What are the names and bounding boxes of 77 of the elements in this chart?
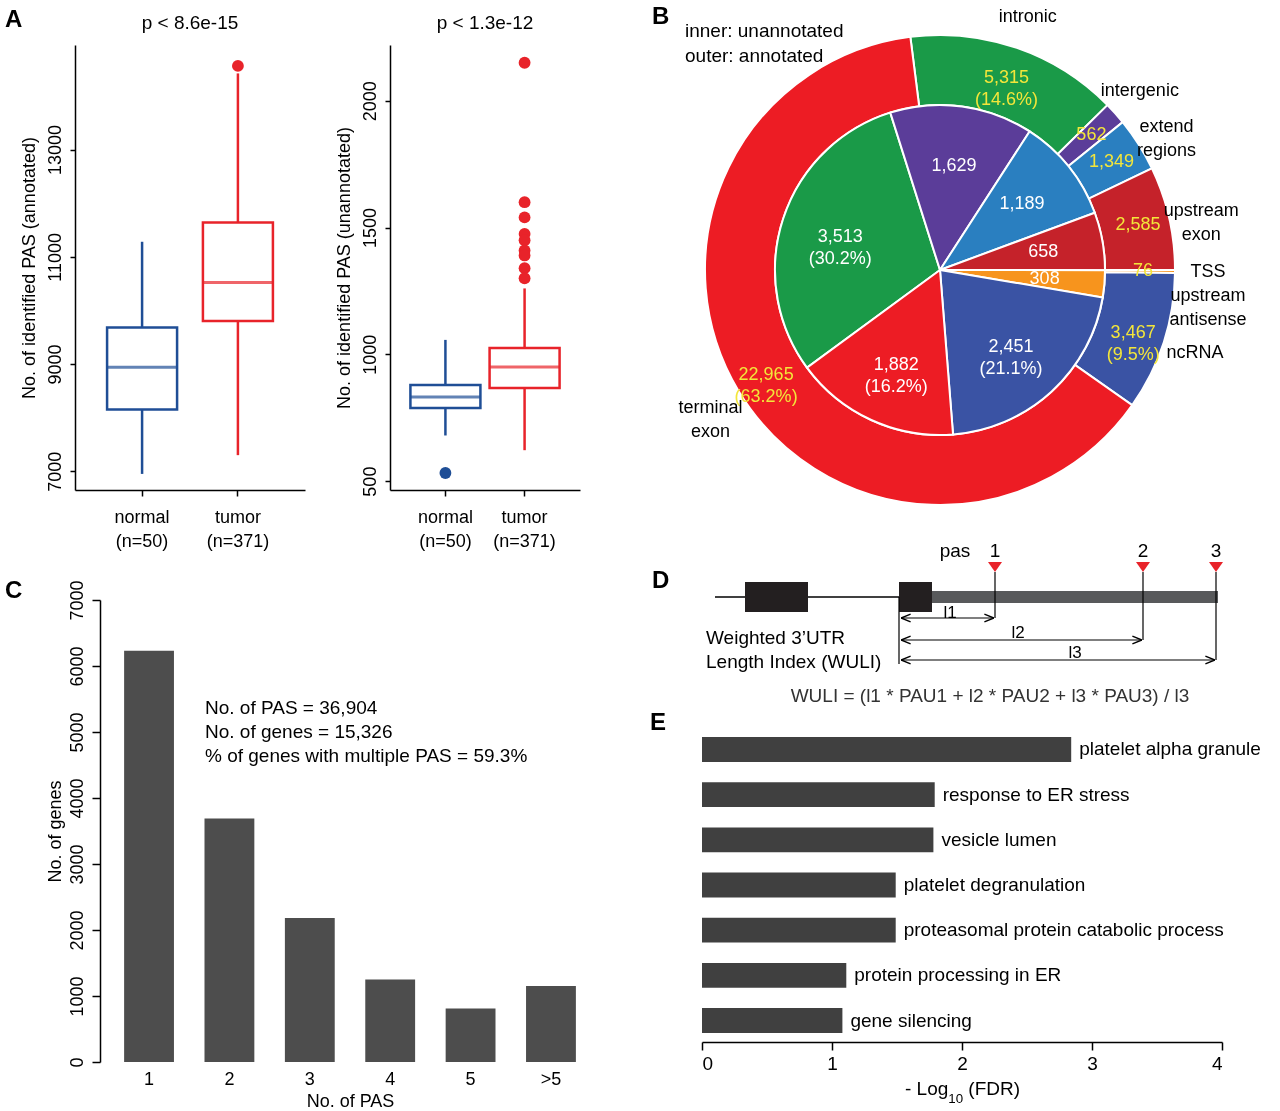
y-tick-label: 5000 bbox=[66, 712, 87, 753]
x-axis-title: - Log$_{10}$ (FDR) bbox=[904, 1077, 1021, 1105]
y-tick-label: 500 bbox=[359, 466, 380, 497]
chart-title: C bbox=[5, 576, 23, 603]
data-label: 3,513 (30.2%) bbox=[808, 226, 872, 269]
x-tick-label: 1 bbox=[827, 1052, 838, 1074]
data-label: 658 bbox=[1028, 240, 1059, 261]
y-tick-label: 13000 bbox=[44, 125, 65, 176]
text: p < 1.3e-12 bbox=[436, 12, 534, 33]
y-tick-label: proteasomal protein catabolic process bbox=[903, 919, 1224, 941]
text: l2 bbox=[1011, 623, 1025, 642]
data-label: 2,451 (21.1%) bbox=[979, 336, 1043, 379]
data-label: 1,629 bbox=[931, 154, 977, 175]
data-label: 1,349 bbox=[1089, 150, 1135, 171]
data-label: 308 bbox=[1029, 267, 1060, 288]
y-tick-label: platelet degranulation bbox=[903, 874, 1086, 895]
text: l3 bbox=[1068, 643, 1082, 662]
chart-title: E bbox=[650, 708, 667, 735]
x-tick-label: 5 bbox=[465, 1068, 476, 1089]
y-tick-label: 9000 bbox=[44, 344, 65, 385]
y-axis-title: No. of genes bbox=[44, 780, 65, 883]
x-tick-label: >5 bbox=[540, 1068, 562, 1089]
y-tick-label: 2000 bbox=[359, 81, 380, 122]
slice-label: intronic bbox=[998, 5, 1057, 26]
data-label: 2,585 bbox=[1115, 213, 1161, 234]
text: Length Index (WULI) bbox=[706, 651, 882, 672]
data-label: 3,467 (9.5%) bbox=[1106, 321, 1160, 364]
slice-label: intergenic bbox=[1100, 80, 1179, 101]
slice-label: ncRNA bbox=[1166, 341, 1224, 362]
data-label: 76 bbox=[1132, 260, 1154, 281]
text: p < 8.6e-15 bbox=[141, 12, 239, 33]
x-tick-label: tumor (n=371) bbox=[493, 506, 556, 551]
text: pas bbox=[939, 540, 971, 561]
y-tick-label: 11000 bbox=[44, 232, 65, 282]
annotation: No. of PAS = 36,904 bbox=[205, 697, 378, 718]
x-tick-label: normal (n=50) bbox=[114, 506, 170, 551]
data-label: 1,189 bbox=[999, 193, 1045, 214]
y-tick-label: response to ER stress bbox=[942, 783, 1130, 805]
y-tick-label: 6000 bbox=[66, 646, 87, 687]
text: WULI = (l1 * PAU1 + l2 * PAU2 + l3 * PAU3) / l3 bbox=[790, 685, 1190, 706]
text: Weighted 3’UTR bbox=[706, 627, 846, 648]
text: inner: unannotated bbox=[685, 20, 844, 41]
x-tick-label: 2 bbox=[224, 1068, 235, 1089]
chart-title: A bbox=[5, 5, 23, 32]
x-tick-label: 2 bbox=[957, 1052, 968, 1074]
y-tick-label: vesicle lumen bbox=[941, 828, 1057, 850]
text: outer: annotated bbox=[685, 45, 824, 66]
data-label: 5,315 (14.6%) bbox=[974, 67, 1038, 110]
annotation: % of genes with multiple PAS = 59.3% bbox=[205, 745, 528, 766]
x-tick-label: tumor (n=371) bbox=[206, 506, 270, 551]
x-tick-label: 3 bbox=[304, 1068, 315, 1089]
chart-title: B bbox=[652, 2, 670, 29]
y-tick-label: 1000 bbox=[66, 976, 87, 1017]
slice-label: upstream exon bbox=[1163, 199, 1239, 244]
x-tick-label: 4 bbox=[1211, 1052, 1223, 1074]
x-tick-label: normal (n=50) bbox=[417, 506, 473, 551]
y-tick-label: platelet alpha granule bbox=[1079, 738, 1261, 760]
x-tick-label: 4 bbox=[385, 1068, 396, 1089]
data-label: 1,882 (16.2%) bbox=[864, 354, 928, 397]
x-axis-title: No. of PAS bbox=[306, 1090, 395, 1111]
y-axis-title: No. of identified PAS (unannotated) bbox=[333, 127, 354, 409]
y-tick-label: 1500 bbox=[359, 208, 380, 249]
x-tick-label: 0 bbox=[702, 1052, 714, 1074]
y-tick-label: 4000 bbox=[66, 778, 87, 819]
text: l1 bbox=[943, 603, 957, 622]
y-tick-label: 7000 bbox=[44, 451, 65, 492]
y-axis-title: No. of identified PAS (annotated) bbox=[18, 137, 39, 399]
y-tick-label: 2000 bbox=[66, 910, 87, 951]
annotation: No. of genes = 15,326 bbox=[205, 721, 393, 742]
y-tick-label: 3000 bbox=[66, 844, 87, 885]
x-tick-label: 1 bbox=[144, 1068, 155, 1089]
y-tick-label: 7000 bbox=[66, 580, 87, 621]
x-tick-label: 3 bbox=[1087, 1052, 1098, 1074]
y-tick-label: protein processing in ER bbox=[854, 964, 1062, 986]
y-tick-label: gene silencing bbox=[850, 1009, 972, 1031]
y-tick-label: 1000 bbox=[359, 334, 380, 375]
text: D bbox=[652, 566, 670, 593]
